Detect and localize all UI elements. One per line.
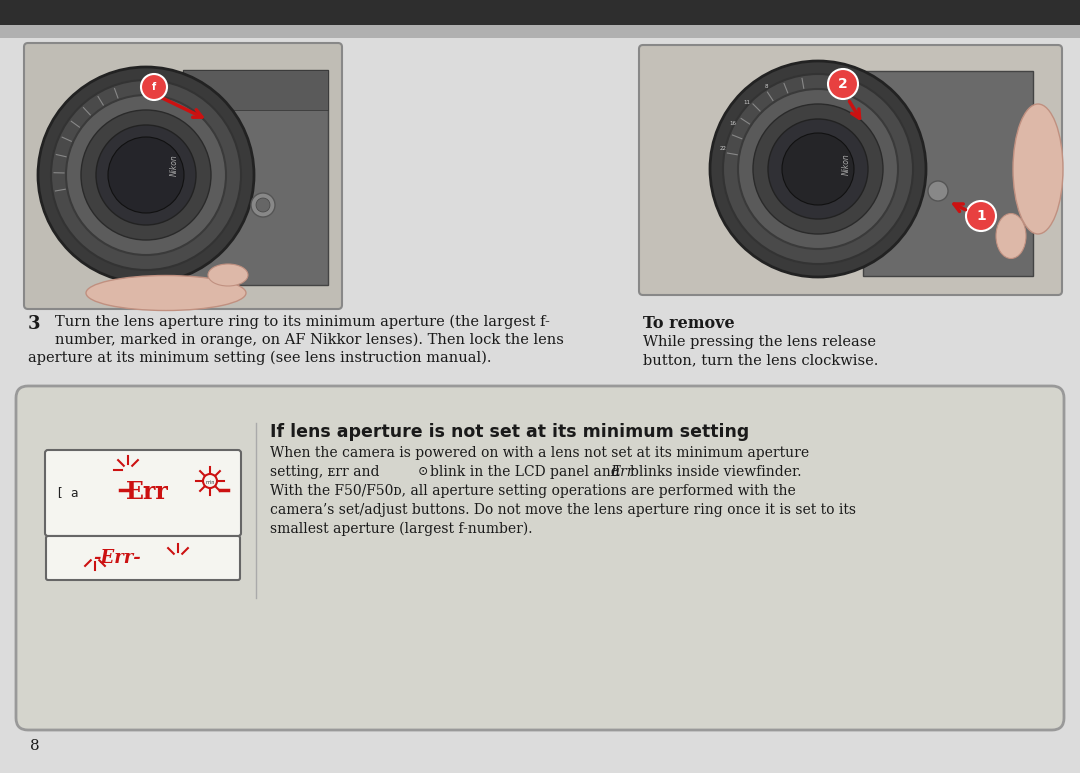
Circle shape (828, 69, 858, 99)
Text: 8: 8 (765, 84, 768, 89)
Text: camera’s set/adjust buttons. Do not move the lens aperture ring once it is set t: camera’s set/adjust buttons. Do not move… (270, 503, 856, 517)
Text: aperture at its minimum setting (see lens instruction manual).: aperture at its minimum setting (see len… (28, 351, 491, 366)
Text: If lens aperture is not set at its minimum setting: If lens aperture is not set at its minim… (270, 423, 750, 441)
Text: smallest aperture (largest f-number).: smallest aperture (largest f-number). (270, 522, 532, 536)
Circle shape (782, 133, 854, 205)
Text: ⊙: ⊙ (418, 465, 429, 478)
Circle shape (928, 181, 948, 201)
FancyBboxPatch shape (24, 43, 342, 309)
Text: number, marked in orange, on AF Nikkor lenses). Then lock the lens: number, marked in orange, on AF Nikkor l… (55, 333, 564, 347)
Circle shape (203, 474, 217, 488)
Text: 3: 3 (28, 315, 41, 333)
Text: Err: Err (610, 465, 633, 479)
Circle shape (753, 104, 883, 234)
Ellipse shape (86, 275, 246, 311)
Ellipse shape (208, 264, 248, 286)
Text: While pressing the lens release: While pressing the lens release (643, 335, 876, 349)
Text: To remove: To remove (643, 315, 734, 332)
Circle shape (966, 201, 996, 231)
Circle shape (66, 95, 226, 255)
Text: f: f (152, 82, 157, 92)
Text: 22: 22 (719, 146, 727, 152)
Bar (183, 70, 328, 110)
Circle shape (38, 67, 254, 283)
Text: -Err-: -Err- (93, 549, 140, 567)
Circle shape (723, 74, 913, 264)
Text: Turn the lens aperture ring to its minimum aperture (the largest f-: Turn the lens aperture ring to its minim… (55, 315, 550, 329)
Circle shape (141, 74, 167, 100)
Text: 2: 2 (838, 77, 848, 91)
Text: blink in the LCD panel and: blink in the LCD panel and (430, 465, 620, 479)
Text: min: min (205, 479, 215, 485)
Text: setting, ᴇrr and: setting, ᴇrr and (270, 465, 379, 479)
Text: 1: 1 (976, 209, 986, 223)
Circle shape (51, 80, 241, 270)
Circle shape (738, 89, 897, 249)
Circle shape (81, 110, 211, 240)
Circle shape (108, 137, 184, 213)
Bar (0, 0, 1080, 25)
Text: Nikon: Nikon (170, 154, 178, 176)
FancyBboxPatch shape (46, 536, 240, 580)
Ellipse shape (996, 213, 1026, 258)
Text: 8: 8 (30, 739, 40, 753)
Ellipse shape (1013, 104, 1063, 234)
Bar (0, 25, 1080, 38)
Text: button, turn the lens clockwise.: button, turn the lens clockwise. (643, 353, 878, 367)
Bar (183, 70, 328, 285)
Text: 11: 11 (743, 100, 751, 105)
Text: blinks inside viewfinder.: blinks inside viewfinder. (630, 465, 801, 479)
Text: Err: Err (126, 480, 168, 504)
FancyBboxPatch shape (45, 450, 241, 536)
Circle shape (256, 198, 270, 212)
Text: [ a: [ a (56, 486, 79, 499)
Circle shape (96, 125, 195, 225)
FancyBboxPatch shape (16, 386, 1064, 730)
Text: 16: 16 (729, 121, 735, 126)
Bar (863, 71, 1032, 276)
Circle shape (768, 119, 868, 219)
Circle shape (710, 61, 926, 277)
Text: With the F50/F50ᴅ, all aperture setting operations are performed with the: With the F50/F50ᴅ, all aperture setting … (270, 484, 796, 498)
Text: When the camera is powered on with a lens not set at its minimum aperture: When the camera is powered on with a len… (270, 446, 809, 460)
FancyBboxPatch shape (639, 45, 1062, 295)
Text: Nikon: Nikon (841, 153, 851, 175)
Circle shape (251, 193, 275, 217)
